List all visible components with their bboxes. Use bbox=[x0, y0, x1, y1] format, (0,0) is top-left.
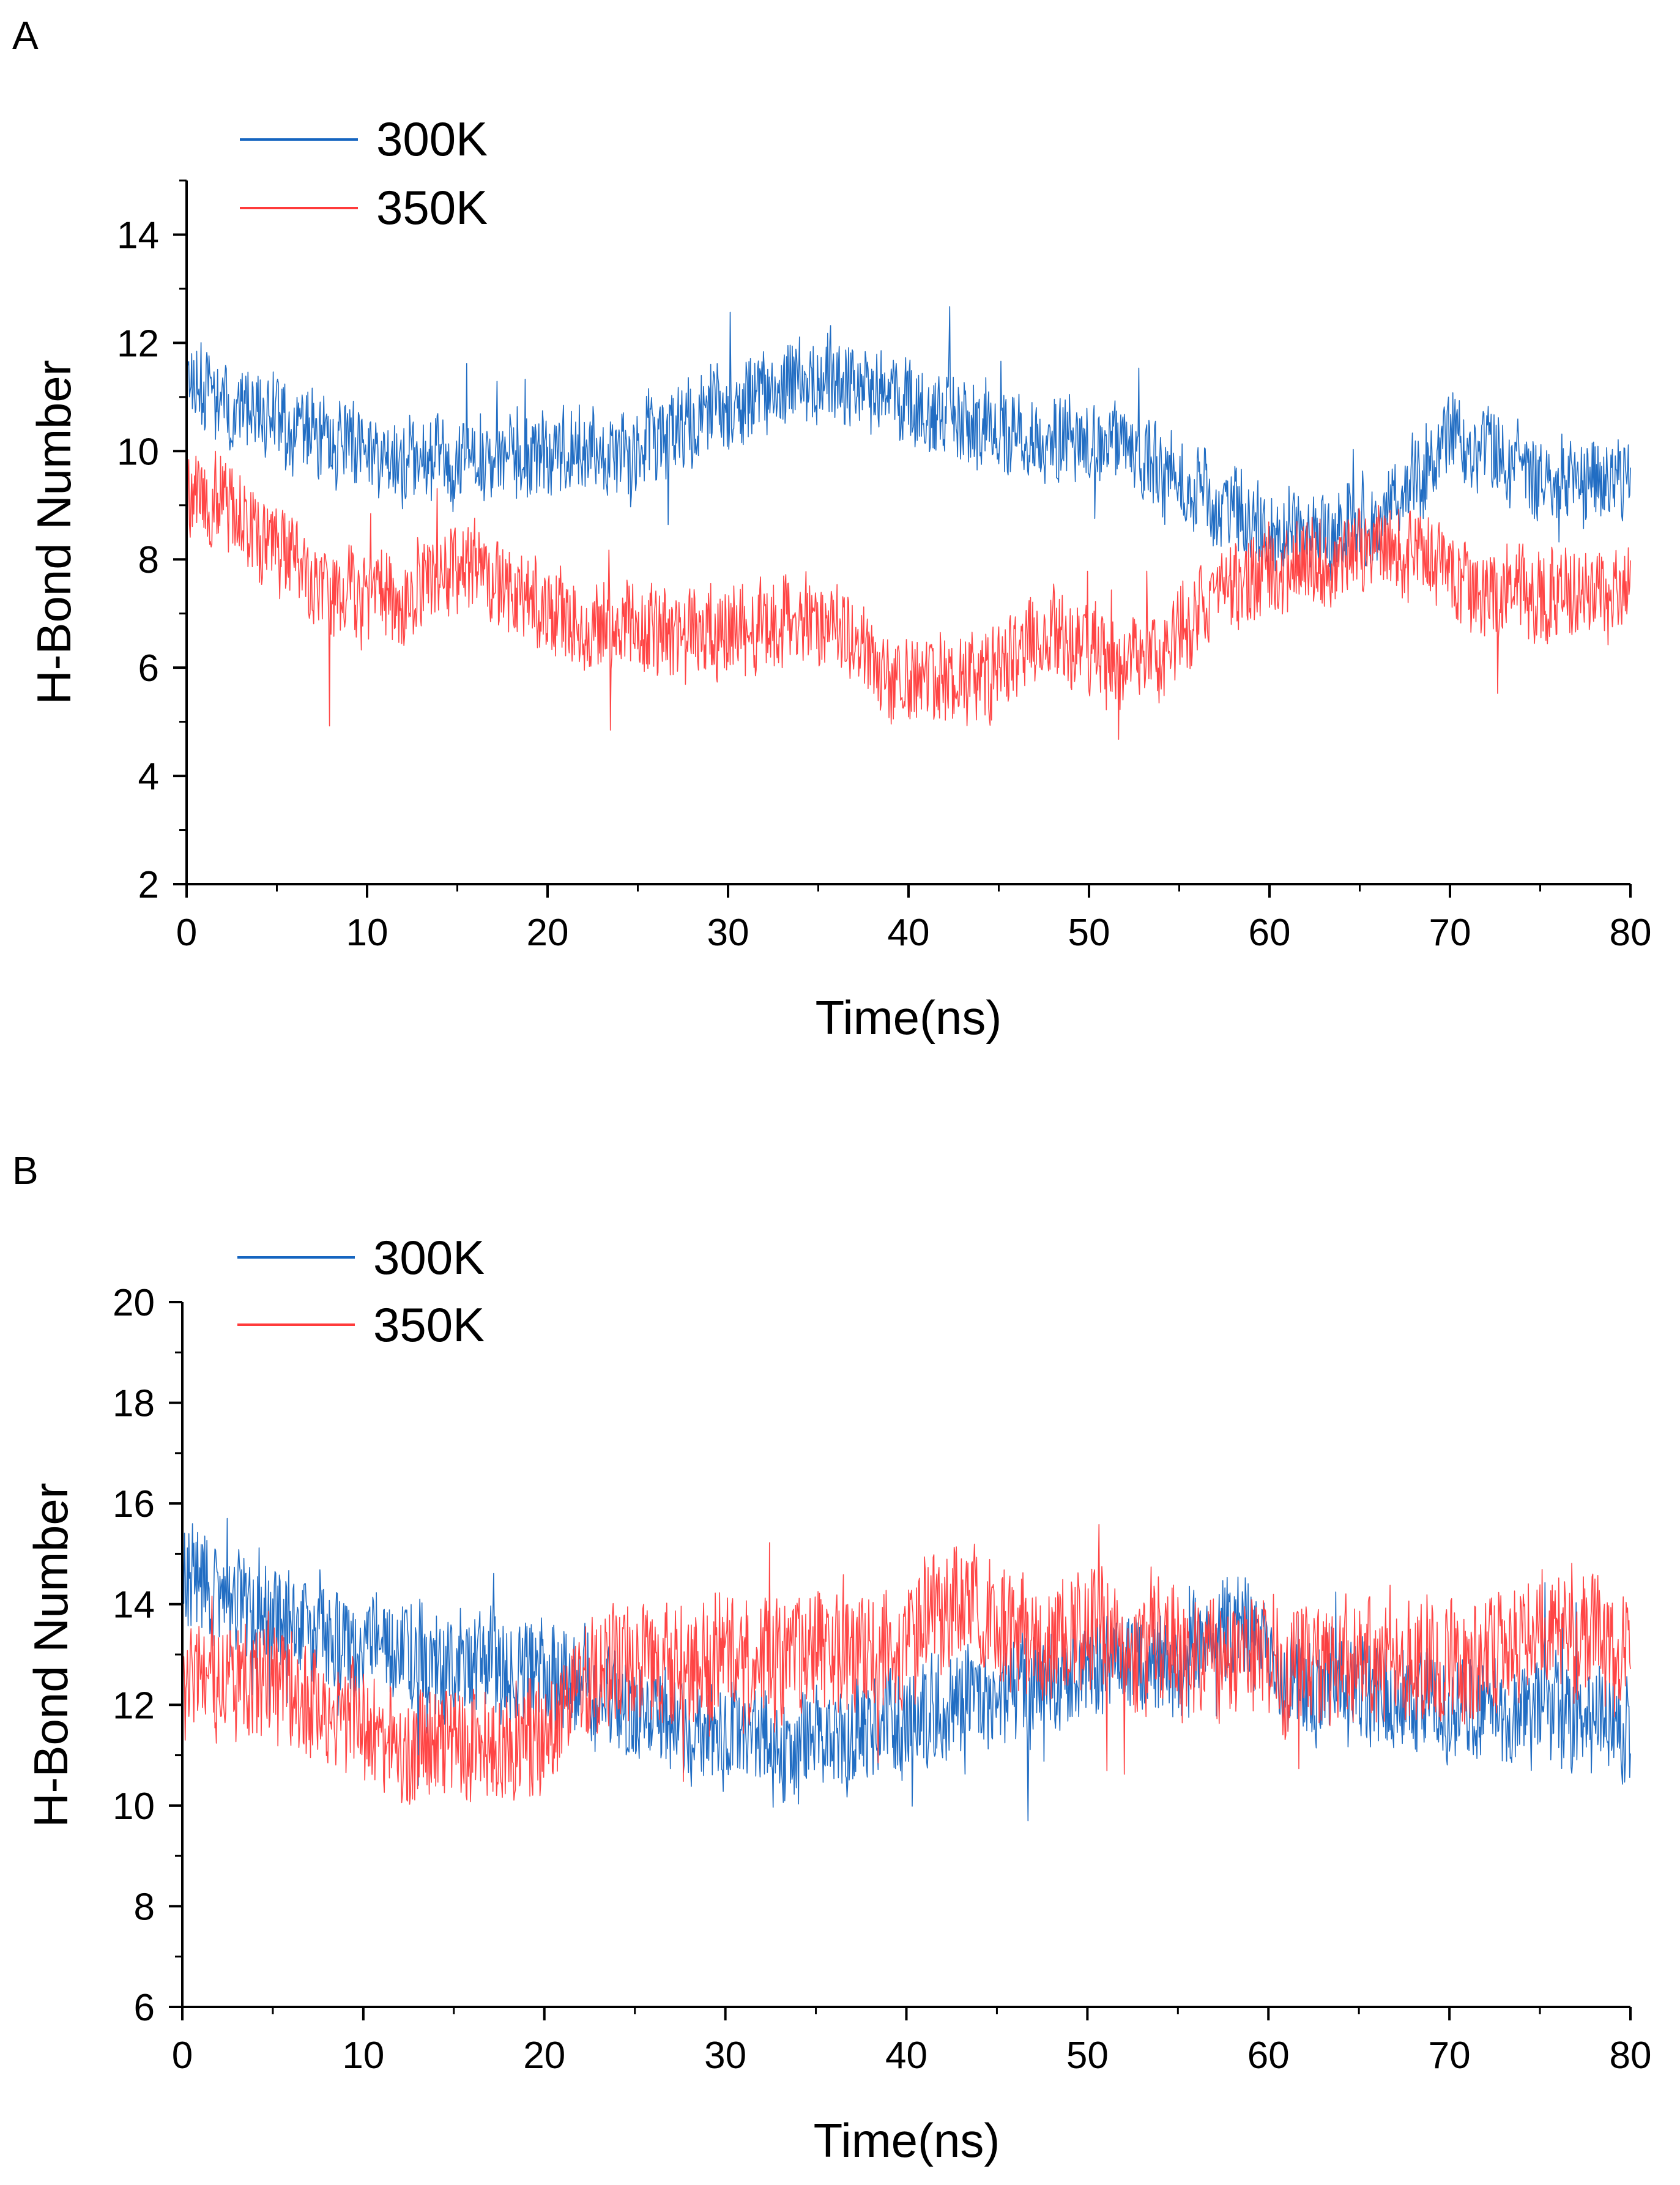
x-tick-label: 40 bbox=[885, 2034, 927, 2077]
y-ticks-b: 6 8 10 12 14 16 18 20 bbox=[113, 1282, 182, 2029]
legend-label-300k-b: 300K bbox=[373, 1230, 485, 1284]
y-tick-label: 4 bbox=[138, 756, 159, 798]
x-axis-label-a: Time(ns) bbox=[816, 991, 1002, 1044]
x-tick-label: 60 bbox=[1247, 2034, 1290, 2077]
y-tick-label: 2 bbox=[138, 864, 159, 906]
x-axis-label-b: Time(ns) bbox=[814, 2113, 1000, 2167]
panel-b: B 0 10 20 30 40 50 60 70 80 6 8 10 12 14 16 18 20 Time(… bbox=[12, 1148, 1651, 2167]
x-tick-label: 10 bbox=[342, 2034, 384, 2077]
y-tick-label: 12 bbox=[113, 1684, 155, 1727]
x-tick-label: 50 bbox=[1066, 2034, 1109, 2077]
x-tick-label: 40 bbox=[888, 912, 930, 954]
series-line-350k-a bbox=[186, 450, 1631, 740]
panel-label-b: B bbox=[12, 1148, 39, 1193]
y-axis-label-a: H-Bond Number bbox=[27, 360, 81, 705]
legend-label-350k-b: 350K bbox=[373, 1298, 485, 1352]
legend-label-350k-a: 350K bbox=[376, 181, 488, 234]
y-tick-label: 10 bbox=[117, 431, 159, 473]
x-tick-label: 0 bbox=[172, 2034, 193, 2077]
y-tick-label: 18 bbox=[113, 1383, 155, 1425]
y-tick-label: 12 bbox=[117, 322, 159, 365]
series-line-350k-b bbox=[182, 1524, 1631, 1805]
x-tick-label: 30 bbox=[707, 912, 749, 954]
x-tick-label: 0 bbox=[176, 912, 197, 954]
y-ticks-a: 2 4 6 8 10 12 14 bbox=[117, 179, 187, 906]
axes-a: 0 10 20 30 40 50 60 70 80 2 4 6 8 10 12 14 bbox=[117, 179, 1652, 954]
series-lines-b bbox=[182, 1517, 1631, 1822]
plot-area-b bbox=[182, 1517, 1631, 1822]
series-lines-a bbox=[186, 306, 1631, 740]
y-tick-label: 6 bbox=[138, 647, 159, 690]
x-tick-label: 70 bbox=[1429, 912, 1471, 954]
axes-b: 0 10 20 30 40 50 60 70 80 6 8 10 12 14 16 18 20 bbox=[113, 1282, 1651, 2077]
x-ticks-a: 0 10 20 30 40 50 60 70 80 bbox=[176, 884, 1652, 954]
legend-label-300k-a: 300K bbox=[376, 112, 488, 166]
x-ticks-b: 0 10 20 30 40 50 60 70 80 bbox=[172, 2007, 1652, 2077]
y-tick-label: 20 bbox=[113, 1282, 155, 1324]
y-axis-label-b: H-Bond Number bbox=[24, 1483, 78, 1828]
x-tick-label: 80 bbox=[1610, 912, 1652, 954]
y-tick-label: 14 bbox=[113, 1584, 155, 1626]
y-tick-label: 8 bbox=[134, 1886, 155, 1928]
x-tick-label: 50 bbox=[1068, 912, 1110, 954]
x-tick-label: 20 bbox=[523, 2034, 565, 2077]
panel-label-a: A bbox=[12, 13, 39, 58]
x-tick-label: 30 bbox=[704, 2034, 746, 2077]
x-tick-label: 20 bbox=[527, 912, 569, 954]
y-tick-label: 16 bbox=[113, 1483, 155, 1525]
y-tick-label: 10 bbox=[113, 1785, 155, 1828]
y-tick-label: 8 bbox=[138, 539, 159, 581]
series-line-300k-b bbox=[182, 1517, 1631, 1822]
y-tick-label: 6 bbox=[134, 1987, 155, 2029]
x-tick-label: 80 bbox=[1610, 2034, 1652, 2077]
legend-b[interactable]: 300K 350K bbox=[237, 1230, 485, 1352]
x-tick-label: 60 bbox=[1249, 912, 1291, 954]
y-tick-label: 14 bbox=[117, 214, 159, 256]
plot-area-a bbox=[186, 306, 1631, 740]
series-line-300k-a bbox=[186, 306, 1631, 581]
x-tick-label: 70 bbox=[1429, 2034, 1471, 2077]
x-tick-label: 10 bbox=[346, 912, 388, 954]
legend-a[interactable]: 300K 350K bbox=[240, 112, 488, 234]
